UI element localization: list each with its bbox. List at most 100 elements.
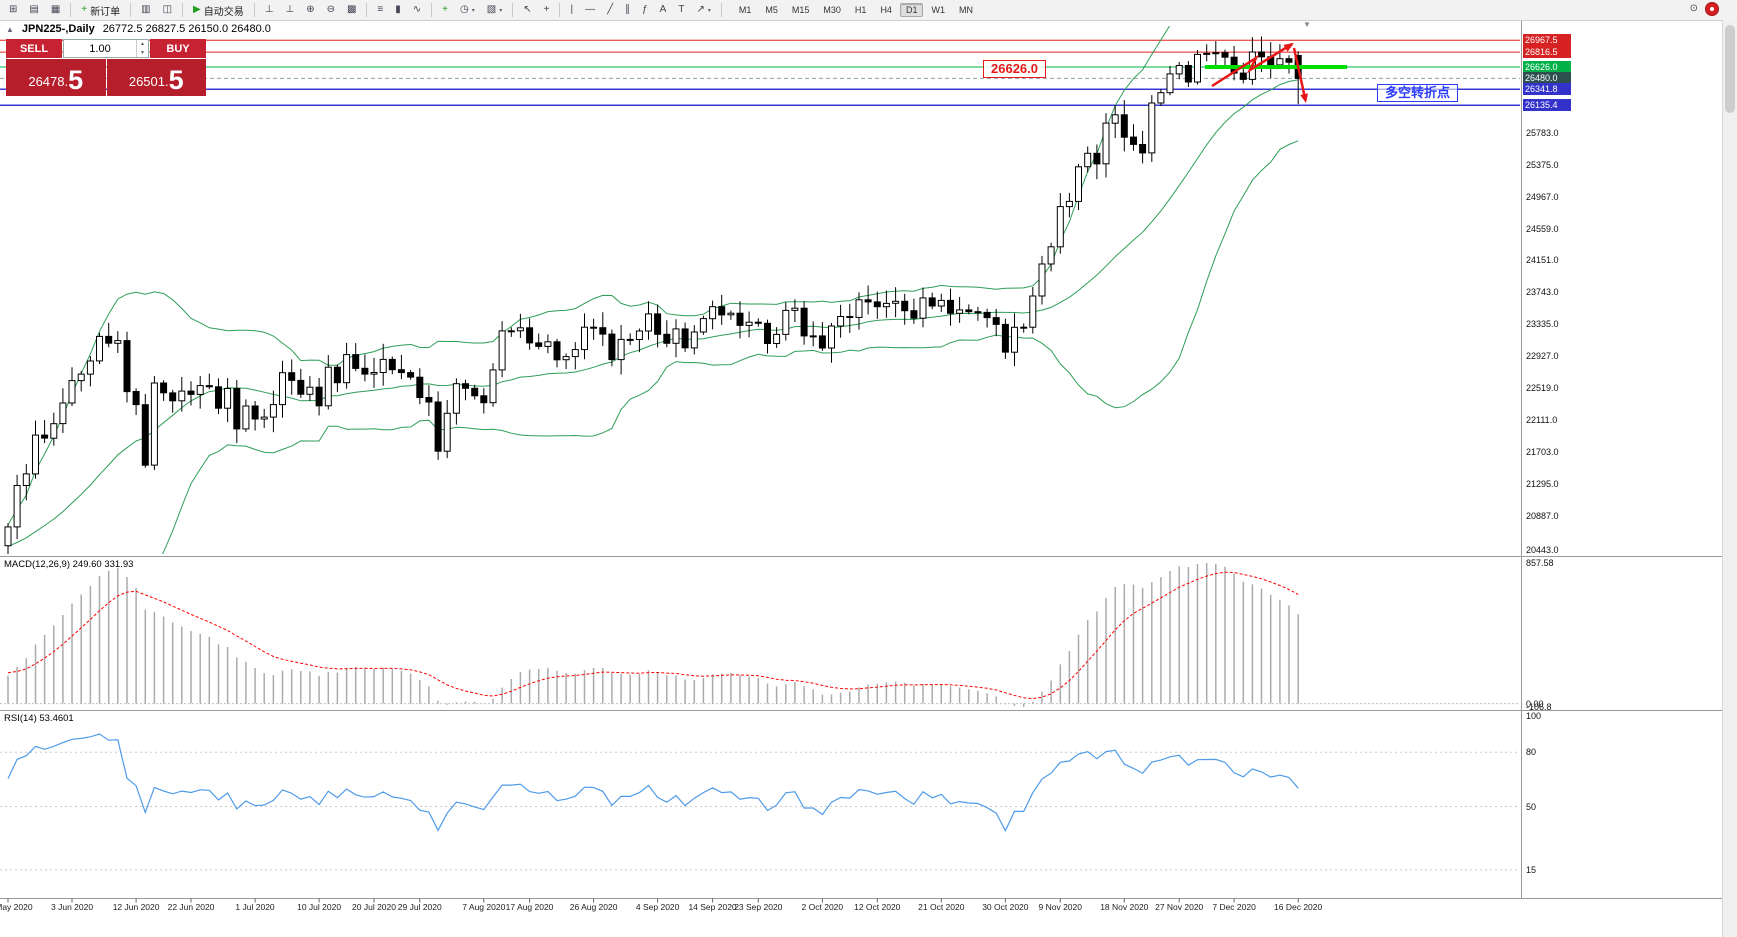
timeframe-m15-button[interactable]: M15	[791, 5, 810, 15]
new-order-button-label: 新订单	[90, 6, 121, 18]
zoom-in-icon[interactable]: ⊕	[301, 2, 319, 18]
channel-icon[interactable]: ∥	[620, 2, 635, 18]
new-order-button[interactable]: + 新订单	[76, 1, 125, 20]
market-watch-icon[interactable]: ▥	[136, 2, 155, 18]
timeframe-h4-button[interactable]: H4	[880, 5, 892, 15]
tile-windows-icon[interactable]: ▩	[342, 2, 361, 18]
main-pane-group[interactable]	[0, 7, 1520, 618]
chart-bars-icon-glyph: ≡	[377, 4, 384, 15]
toolbar-separator	[366, 3, 368, 17]
toolbar-right-icons: ⊙	[1690, 2, 1719, 16]
text-icon[interactable]: A	[655, 2, 672, 18]
new-order-glyph: +	[81, 4, 88, 15]
chart-candles-icon[interactable]: ▮	[390, 2, 406, 18]
ohlc-values: 26772.5 26827.5 26150.0 26480.0	[102, 23, 271, 35]
sell-price-main: 26478.	[28, 74, 69, 89]
zoom-out-icon[interactable]: ⊖	[322, 2, 340, 18]
search-icon[interactable]: ⊙	[1689, 3, 1698, 14]
vertical-line-icon[interactable]: |	[565, 2, 578, 18]
candles-group[interactable]	[4, 36, 1302, 561]
chart-line-icon[interactable]: ∿	[408, 2, 426, 18]
vertical-scrollbar[interactable]	[1722, 20, 1737, 937]
lot-size-input[interactable]	[64, 40, 136, 57]
dropdown-arrow-icon: ▾	[471, 7, 475, 14]
scrollbar-thumb[interactable]	[1725, 25, 1735, 113]
arrows-icon-glyph: ↗	[696, 4, 705, 15]
notifications-icon[interactable]	[1705, 2, 1719, 16]
autotrading-glyph: ▶	[193, 4, 201, 15]
toolbar-items: ⊞ ▤ ▦ + 新订单 ▥ ◫ ▶ 自动交易 ⊥ ⊥ ⊕ ⊖ ▩ ≡ ▮ ∿ + ◷ ▾ ▧ ▾ ↖ + | — ╱ ∥ ƒ A T ↗ ▾	[0, 1, 726, 20]
new-chart-icon-glyph: ⊞	[9, 4, 18, 15]
cursor-icon[interactable]: ↖	[518, 2, 536, 18]
chart-line-icon-glyph: ∿	[412, 4, 422, 15]
text-icon-glyph: A	[659, 4, 667, 15]
toolbar: ⊞ ▤ ▦ + 新订单 ▥ ◫ ▶ 自动交易 ⊥ ⊥ ⊕ ⊖ ▩ ≡ ▮ ∿ + ◷ ▾ ▧ ▾ ↖ + | — ╱ ∥ ƒ A T ↗ ▾ M…	[0, 0, 1737, 21]
label-icon-glyph: T	[678, 4, 685, 15]
autotrading-button[interactable]: ▶ 自动交易	[188, 1, 249, 20]
add-indicator-icon[interactable]: +	[437, 2, 453, 18]
dropdown-arrow-icon: ▾	[707, 7, 711, 14]
zigzag-arrow[interactable]	[1211, 42, 1308, 103]
timeframe-w1-button[interactable]: W1	[931, 5, 945, 15]
lot-decrease-button[interactable]: ▼	[140, 49, 145, 56]
arrows-icon[interactable]: ↗ ▾	[691, 2, 715, 18]
rsi-line	[7, 733, 1299, 832]
price-callout-label[interactable]: 26626.0	[983, 60, 1046, 78]
timeframe-m5-button[interactable]: M5	[765, 5, 778, 15]
oscillators-icon-glyph: ⊥	[285, 4, 295, 15]
timeframe-m30-button[interactable]: M30	[823, 5, 841, 15]
oscillators-icon[interactable]: ⊥	[280, 2, 299, 18]
template-icon[interactable]: ▧ ▾	[482, 2, 507, 18]
sell-button[interactable]: SELL	[6, 39, 62, 58]
chart-candles-icon-glyph: ▮	[395, 4, 401, 15]
timeframe-clock-icon[interactable]: ◷ ▾	[455, 2, 480, 18]
navigator-icon-glyph: ◫	[162, 4, 173, 15]
bollinger-middle-line	[7, 79, 1299, 547]
toolbar-separator	[431, 3, 433, 17]
tile-windows-icon-glyph: ▩	[346, 4, 357, 15]
crosshair-icon[interactable]: +	[539, 2, 555, 18]
toolbar-separator	[512, 3, 514, 17]
timeframe-d1-button[interactable]: D1	[899, 3, 924, 17]
zoom-in-icon-glyph: ⊕	[306, 4, 315, 15]
buy-button[interactable]: BUY	[150, 39, 206, 58]
chart-bars-icon[interactable]: ≡	[372, 2, 388, 18]
turning-point-label[interactable]: 多空转折点	[1377, 84, 1459, 102]
timeframe-mn-button[interactable]: MN	[958, 5, 973, 15]
fibonacci-icon[interactable]: ƒ	[637, 2, 653, 18]
horizontal-line-icon-glyph: —	[585, 4, 596, 15]
label-icon[interactable]: T	[673, 2, 689, 18]
timeframe-m1-button[interactable]: M1	[738, 5, 752, 15]
zoom-out-icon-glyph: ⊖	[326, 4, 335, 15]
add-indicator-icon-glyph: +	[442, 4, 449, 15]
crosshair-icon-glyph: +	[543, 4, 550, 15]
chart-profiles-icon[interactable]: ▤	[24, 2, 43, 18]
timeframe-h1-button[interactable]: H1	[854, 5, 867, 15]
toolbar-separator	[253, 3, 255, 17]
rsi-label: RSI(14) 53.4601	[4, 713, 74, 724]
indicators-icon[interactable]: ⊥	[260, 2, 279, 18]
trendline-icon-glyph: ╱	[607, 4, 614, 15]
navigator-icon[interactable]: ◫	[158, 2, 177, 18]
lot-increase-button[interactable]: ▲	[140, 41, 145, 48]
toolbar-separator	[720, 3, 722, 17]
chart-shift-marker[interactable]: ▼	[1303, 20, 1311, 29]
sell-price-pips: 5	[68, 65, 84, 95]
sell-price-display[interactable]: 26478. 5	[6, 59, 106, 96]
vertical-line-icon-glyph: |	[570, 4, 574, 15]
buy-price-display[interactable]: 26501. 5	[106, 59, 206, 96]
dropdown-arrow-icon: ▾	[499, 7, 503, 14]
one-click-toggle[interactable]: ▲	[6, 24, 14, 34]
trendline-icon[interactable]: ╱	[602, 2, 618, 18]
symbol-title: JPN225-,Daily	[21, 23, 95, 35]
chart-profiles-icon-glyph: ▤	[29, 4, 39, 15]
horizontal-line-icon[interactable]: —	[580, 2, 600, 18]
chart-templates-icon[interactable]: ▦	[46, 2, 65, 18]
buy-price-main: 26501.	[128, 74, 169, 89]
macd-histogram	[7, 563, 1299, 707]
one-click-trading-panel: SELL ▲ ▼ BUY 26478.5 26501.5	[6, 39, 206, 96]
timeframe-group: M1 M5 M15 M30 H1 H4 D1 W1 MN	[732, 3, 980, 17]
fibonacci-icon-glyph: ƒ	[642, 4, 648, 15]
new-chart-icon[interactable]: ⊞	[4, 2, 22, 18]
